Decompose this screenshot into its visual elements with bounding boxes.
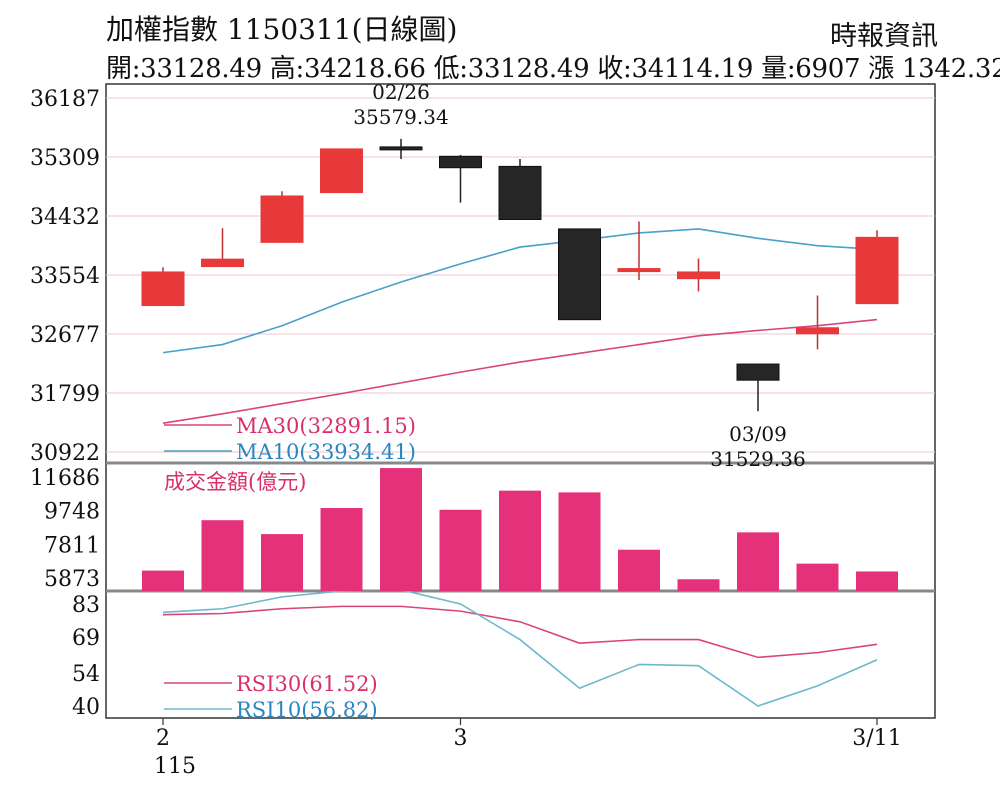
- volume-bar: [142, 570, 184, 591]
- volume-title: 成交金額(億元): [164, 470, 306, 494]
- ma-line-ma30: [162, 318, 878, 425]
- annotation-value: 35579.34: [353, 105, 448, 129]
- candle-body: [736, 363, 780, 381]
- y-tick-label: 30922: [30, 441, 100, 466]
- volume-bar: [499, 490, 541, 591]
- volume-bar: [320, 508, 363, 591]
- volume-bar: [380, 468, 422, 591]
- rsi-line-rsi30: [162, 605, 878, 659]
- volume-bar: [558, 492, 601, 591]
- candle-body: [855, 236, 899, 305]
- volume-panel: 11686 9748 7811 5873 成交金額(億元): [30, 466, 898, 592]
- annotation-date: 03/09: [729, 422, 787, 446]
- legend-label-rsi30: RSI30(61.52): [236, 672, 378, 696]
- ohlc-summary: 開:33128.49 高:34218.66 低:33128.49 收:34114…: [106, 54, 1000, 84]
- candle-body: [677, 271, 720, 280]
- y-tick-label: 83: [72, 593, 100, 618]
- y-tick-label: 36187: [30, 87, 100, 112]
- y-tick-label: 32677: [30, 323, 100, 348]
- rsi-panel: 83 69 54 40 RSI30(61.52)RSI10(56.82): [72, 591, 878, 722]
- candle-body: [379, 146, 423, 151]
- candle-body: [320, 148, 363, 194]
- candle-body: [439, 155, 482, 169]
- x-tick-label: 3: [454, 726, 468, 751]
- candle-body: [796, 327, 839, 335]
- y-tick-label: 35309: [30, 146, 100, 171]
- y-tick-label: 7811: [44, 533, 100, 558]
- annotation-date: 02/26: [372, 80, 430, 104]
- y-tick-label: 5873: [44, 567, 100, 592]
- volume-bar: [618, 549, 660, 591]
- plot-border: [105, 83, 936, 719]
- y-tick-label: 9748: [44, 500, 100, 525]
- y-tick-label: 69: [72, 626, 100, 651]
- volume-bar: [261, 534, 303, 591]
- ma-line-ma10: [162, 228, 878, 354]
- candle-body: [260, 195, 304, 243]
- candle-body: [201, 258, 244, 268]
- volume-bar: [201, 520, 244, 591]
- candle-body: [617, 268, 661, 273]
- candle-body: [498, 165, 542, 220]
- volume-bar: [796, 563, 839, 591]
- legend-label-ma30: MA30(32891.15): [236, 414, 416, 438]
- volume-bar: [737, 532, 779, 591]
- annotation-value: 31529.36: [710, 447, 805, 471]
- legend-label-ma10: MA10(33934.41): [236, 440, 416, 464]
- volume-bar: [856, 571, 898, 591]
- y-tick-label: 33554: [30, 264, 100, 289]
- y-tick-label: 34432: [30, 205, 100, 230]
- volume-bar: [439, 509, 482, 591]
- candle-body: [558, 228, 601, 321]
- legend-label-rsi10: RSI10(56.82): [236, 698, 378, 722]
- y-tick-label: 54: [72, 662, 100, 687]
- y-tick-label: 40: [72, 695, 100, 720]
- volume-bar: [677, 579, 720, 591]
- y-tick-label: 11686: [30, 466, 100, 491]
- x-tick-sublabel: 115: [154, 754, 196, 779]
- x-tick-label: 2: [156, 726, 170, 751]
- candle-body: [141, 271, 185, 307]
- source-label: 時報資訊: [830, 21, 938, 52]
- y-tick-label: 31799: [30, 382, 100, 407]
- x-tick-label: 3/11: [852, 726, 901, 751]
- chart-title: 加權指數 1150311(日線圖): [106, 13, 458, 46]
- price-panel: 36187 35309 34432 33554 32677 31799 30922 02/26…: [30, 80, 935, 471]
- x-axis: 2 115 3 3/11: [154, 718, 902, 779]
- rsi-line-rsi10: [162, 591, 878, 707]
